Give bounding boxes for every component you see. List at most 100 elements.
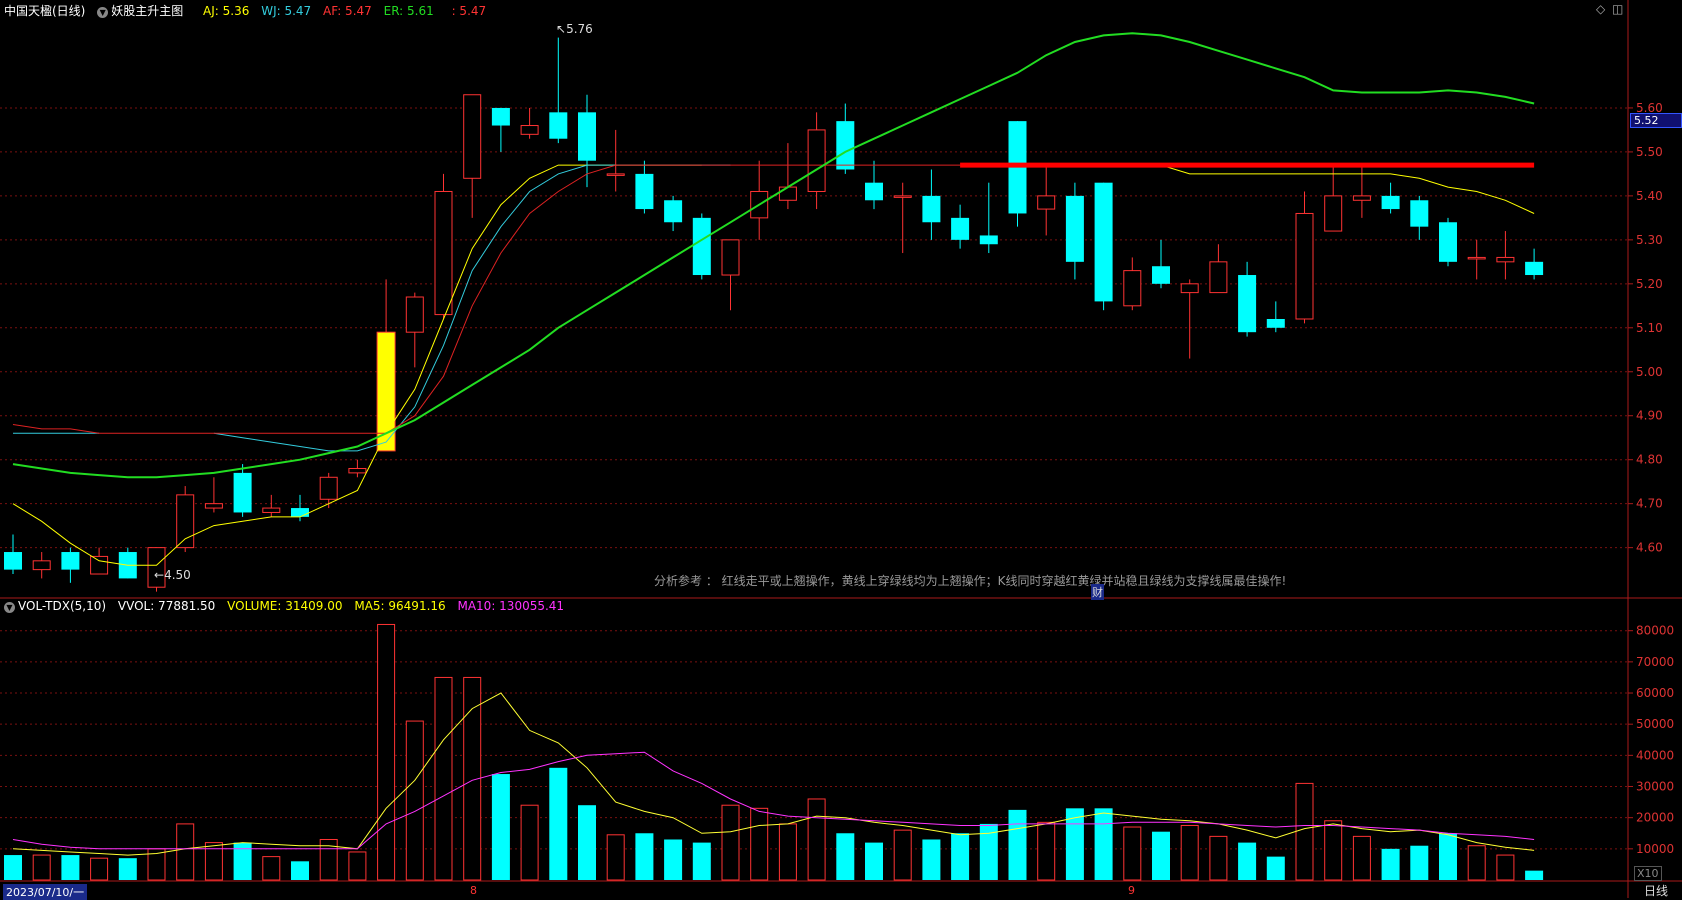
main-price-panel	[4, 32, 1544, 592]
month-mark-aug: 8	[470, 884, 477, 897]
volume-bar	[865, 842, 883, 880]
vvol-value: VVOL: 77881.50	[117, 599, 216, 613]
candle-body	[463, 94, 482, 179]
candle-body	[233, 472, 252, 513]
wj-value: WJ: 5.47	[261, 4, 312, 18]
candle-body	[1266, 318, 1285, 328]
finance-marker[interactable]: 财	[1091, 584, 1104, 600]
candle-body	[1065, 195, 1084, 262]
volume-bar	[1238, 842, 1257, 880]
volume-value: VOLUME: 31409.00	[227, 599, 343, 613]
volume-bar	[377, 623, 396, 881]
panel-layout-icon[interactable]: ◫	[1612, 2, 1624, 16]
period-label[interactable]: 日线	[1644, 884, 1669, 898]
volume-bar	[635, 833, 654, 880]
candle-body	[4, 552, 22, 570]
volume-tick-label: 50000	[1636, 717, 1674, 731]
candle-body	[1525, 261, 1544, 276]
volume-bar	[491, 774, 510, 880]
price-tick-label: 4.90	[1636, 409, 1663, 423]
date-label[interactable]: 2023/07/10/一	[3, 884, 88, 900]
candle-body	[836, 121, 855, 170]
candle-body	[204, 503, 223, 509]
volume-bar	[1209, 835, 1228, 881]
volume-bar	[1065, 808, 1084, 880]
volume-bar	[1037, 821, 1056, 881]
candle-body	[578, 112, 596, 161]
volume-scale-label: X10	[1634, 866, 1662, 881]
price-tick-label: 5.40	[1636, 189, 1663, 203]
volume-bar	[1094, 808, 1113, 880]
volume-bar	[204, 842, 223, 881]
volume-panel	[4, 623, 1544, 881]
volume-bar	[1324, 820, 1343, 881]
chevron-down-icon[interactable]: ▼	[4, 602, 15, 613]
price-tick-label: 5.20	[1636, 277, 1663, 291]
volume-bar	[750, 807, 769, 881]
indicator-name: 妖股主升主图	[111, 4, 184, 18]
low-price-value: 4.50	[164, 568, 191, 582]
volume-bar	[606, 834, 625, 881]
volume-bar	[319, 838, 338, 881]
volume-bar	[549, 767, 568, 880]
candle-body	[1152, 266, 1170, 284]
af-value: AF: 5.47	[323, 4, 372, 18]
candle-body	[319, 476, 338, 500]
high-price-value: 5.76	[566, 22, 593, 36]
volume-ma-line	[12, 751, 1535, 850]
volume-tick-label: 30000	[1636, 780, 1674, 794]
candle-body	[90, 555, 109, 575]
vol-indicator-name[interactable]: VOL-TDX(5,10)	[18, 599, 107, 613]
candle-body	[1238, 275, 1257, 333]
candle-body	[291, 508, 309, 517]
candle-body	[1439, 222, 1457, 262]
ma-line	[12, 164, 702, 566]
volume-bar	[262, 856, 281, 881]
volume-bar	[1381, 848, 1400, 880]
candle-body	[1410, 200, 1429, 227]
ma-line	[12, 32, 1535, 479]
volume-bar	[1152, 831, 1170, 880]
main-header: 中国天楹(日线) ▼ 妖股主升主图 AJ: 5.36 WJ: 5.47 AF: 5…	[4, 2, 494, 20]
volume-bar	[463, 676, 482, 881]
diamond-icon[interactable]: ◇	[1596, 2, 1606, 16]
aj-value: AJ: 5.36	[203, 4, 250, 18]
indicator-selector[interactable]: ▼ 妖股主升主图	[97, 4, 195, 18]
candle-body	[635, 173, 654, 210]
volume-bar	[951, 833, 970, 880]
low-price-label: ←4.50	[154, 568, 191, 582]
candle-body	[1496, 256, 1515, 263]
stock-name[interactable]: 中国天楹(日线)	[4, 4, 86, 18]
volume-bar	[1266, 856, 1285, 880]
candle-body	[692, 217, 711, 276]
vol-ma5-value: MA5: 96491.16	[354, 599, 446, 613]
candle-body	[1180, 283, 1199, 294]
price-tick-label: 4.70	[1636, 497, 1663, 511]
volume-bar	[1467, 845, 1486, 881]
candle-body	[807, 129, 826, 192]
chevron-down-icon: ▼	[97, 7, 109, 18]
candle-body	[491, 107, 510, 126]
volume-bar	[836, 833, 855, 880]
candle-body	[1123, 270, 1142, 307]
candle-body	[951, 217, 970, 240]
volume-bar	[922, 839, 941, 880]
volume-bar	[90, 857, 109, 881]
price-tick-label: 5.50	[1636, 145, 1663, 159]
candle-body	[1381, 195, 1400, 210]
ma-line	[1160, 164, 1535, 214]
candle-body	[32, 560, 51, 571]
vol-ma10-value: MA10: 130055.41	[457, 599, 565, 613]
volume-bar	[348, 851, 367, 881]
candle-body	[865, 182, 883, 201]
candle-body	[147, 547, 166, 588]
candle-body	[664, 200, 683, 223]
candle-body	[893, 195, 912, 198]
candle-body	[721, 239, 740, 276]
price-tick-label: 5.60	[1636, 101, 1663, 115]
price-tick-label: 4.60	[1636, 541, 1663, 555]
candle-body	[1037, 195, 1056, 210]
candle-body	[176, 494, 195, 549]
